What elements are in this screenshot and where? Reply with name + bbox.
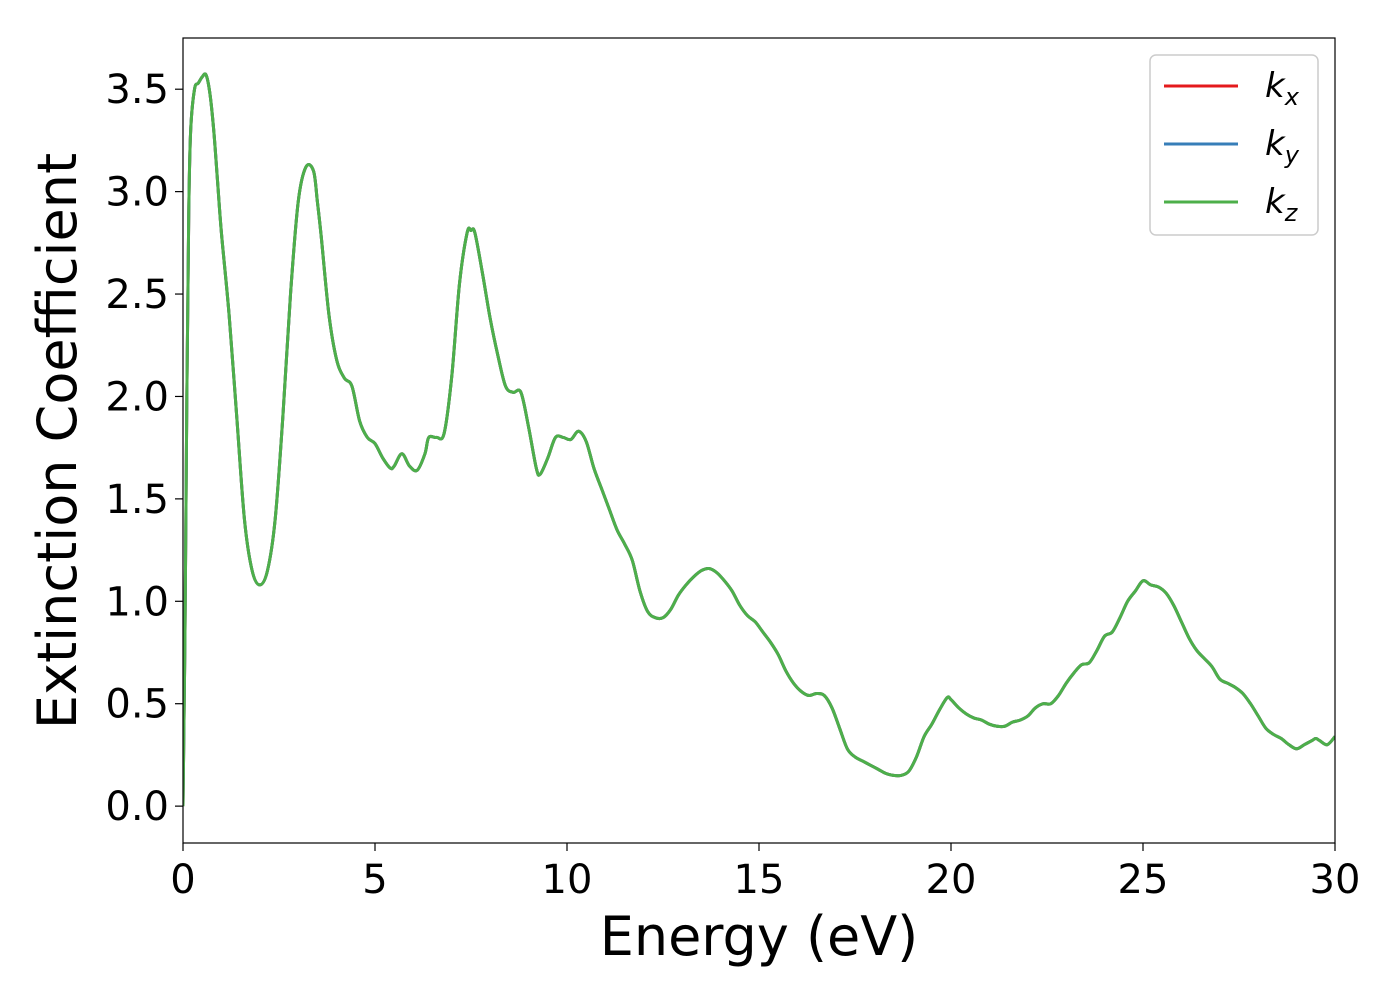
x-tick-label: 10 <box>542 857 593 903</box>
legend-label-main: k <box>1265 182 1286 222</box>
legend-label-subscript: y <box>1284 141 1300 169</box>
series-lines <box>183 72 1335 807</box>
legend-label-subscript: x <box>1284 83 1300 111</box>
legend-label-main: k <box>1265 66 1286 106</box>
y-tick-label: 2.5 <box>105 272 169 318</box>
x-tick-label: 15 <box>734 857 785 903</box>
y-axis-title: Extinction Coefficient <box>26 153 89 729</box>
y-axis-ticks: 0.0 0.5 1.0 1.5 2.0 2.5 3.0 3.5 <box>105 67 183 830</box>
series-line-kz <box>183 72 1335 807</box>
x-tick-label: 0 <box>170 857 195 903</box>
x-tick-label: 25 <box>1118 857 1169 903</box>
y-tick-label: 3.0 <box>105 170 169 216</box>
legend-label-ky: ky <box>1265 124 1300 169</box>
plot-area <box>183 38 1335 843</box>
x-axis-title: Energy (eV) <box>600 905 919 968</box>
y-tick-label: 3.5 <box>105 67 169 113</box>
x-tick-label: 30 <box>1310 857 1361 903</box>
legend-label-kz: kz <box>1265 182 1299 227</box>
legend-label-main: k <box>1265 124 1286 164</box>
legend-label-kx: kx <box>1265 66 1300 111</box>
x-axis-ticks: 0 5 10 15 20 25 30 <box>170 843 1360 903</box>
y-tick-label: 0.0 <box>105 784 169 830</box>
y-tick-label: 1.5 <box>105 477 169 523</box>
y-tick-label: 1.0 <box>105 579 169 625</box>
legend-label-subscript: z <box>1284 199 1299 227</box>
x-tick-label: 20 <box>926 857 977 903</box>
x-tick-label: 5 <box>362 857 387 903</box>
y-tick-label: 0.5 <box>105 682 169 728</box>
y-tick-label: 2.0 <box>105 374 169 420</box>
